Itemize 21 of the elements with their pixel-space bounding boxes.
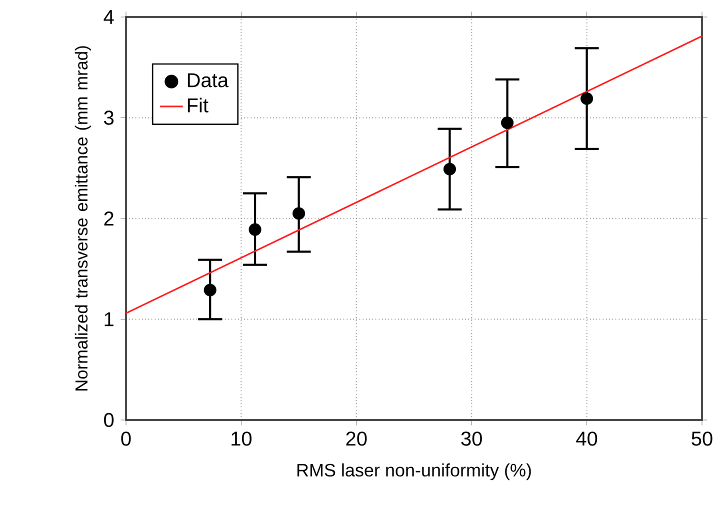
legend-label: Fit — [188, 98, 208, 112]
y-tick-label: 2 — [104, 212, 114, 226]
y-tick-label: 0 — [104, 412, 114, 428]
y-tick-label: 1 — [104, 312, 114, 326]
point — [501, 116, 514, 130]
x-tick-label: 40 — [576, 432, 598, 446]
x-axis-title: RMS laser non-uniformity (%) — [297, 463, 531, 480]
x-tick-label: 20 — [346, 432, 367, 446]
point — [443, 162, 456, 176]
y-tick-label: 3 — [104, 110, 114, 125]
x-tick-label: 0 — [121, 432, 131, 446]
point — [248, 223, 262, 236]
y-axis-title: Normalized transverse emittance (mm mrad) — [74, 46, 92, 390]
legend-label: Data — [188, 73, 229, 88]
point — [204, 284, 216, 296]
y-tick-label: 4 — [104, 10, 114, 24]
point — [580, 92, 594, 105]
x-tick-label: 10 — [232, 432, 252, 446]
point — [292, 207, 306, 220]
x-tick-label: 30 — [461, 432, 482, 446]
x-tick-label: 50 — [692, 432, 712, 446]
